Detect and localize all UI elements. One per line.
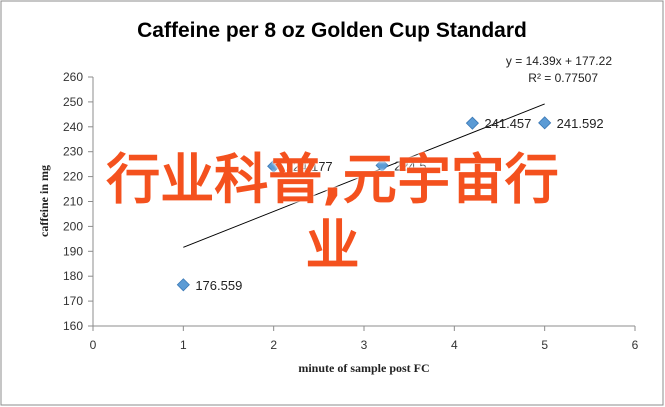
data-point-label: 224.5 <box>394 158 427 173</box>
trendline-r-squared: R² = 0.77507 <box>528 71 598 85</box>
trendline <box>183 103 545 248</box>
y-tick-label: 180 <box>63 269 83 283</box>
data-points: 176.559 224.177 224.5 241.457 241.592 <box>176 116 604 293</box>
data-point-label: 241.592 <box>557 116 604 131</box>
y-tick-label: 220 <box>63 170 83 184</box>
y-axis-label: caffeine in mg <box>37 165 51 237</box>
y-tick-label: 170 <box>63 294 83 308</box>
x-tick-label: 6 <box>632 338 639 352</box>
chart-title: Caffeine per 8 oz Golden Cup Standard <box>137 19 527 42</box>
y-tick-label: 190 <box>63 244 83 258</box>
x-axis-label: minute of sample post FC <box>298 361 429 375</box>
y-tick-label: 210 <box>63 195 83 209</box>
data-point-label: 224.177 <box>286 159 333 174</box>
data-point-marker <box>176 278 190 292</box>
y-tick-label: 240 <box>63 120 83 134</box>
data-point-label: 241.457 <box>484 116 531 131</box>
data-point-marker <box>538 116 552 130</box>
data-point-marker <box>267 159 281 173</box>
y-tick-label: 200 <box>63 219 83 233</box>
y-tick-label: 250 <box>63 95 83 109</box>
axis-ticks: 160 170 180 190 200 210 220 230 240 250 260 0 1 2 3 4 5 6 <box>63 70 639 352</box>
y-tick-label: 230 <box>63 145 83 159</box>
data-point-marker <box>375 158 389 172</box>
x-tick-label: 1 <box>180 338 187 352</box>
trendline-group <box>183 103 545 248</box>
data-point-label: 176.559 <box>195 278 242 293</box>
trendline-equation: y = 14.39x + 177.22 <box>506 54 612 68</box>
x-tick-label: 0 <box>90 338 97 352</box>
x-tick-label: 2 <box>270 338 277 352</box>
x-tick-label: 3 <box>361 338 368 352</box>
x-tick-label: 5 <box>541 338 548 352</box>
data-point-marker <box>465 116 479 130</box>
y-tick-label: 260 <box>63 70 83 84</box>
y-tick-label: 160 <box>63 319 83 333</box>
x-tick-label: 4 <box>451 338 458 352</box>
